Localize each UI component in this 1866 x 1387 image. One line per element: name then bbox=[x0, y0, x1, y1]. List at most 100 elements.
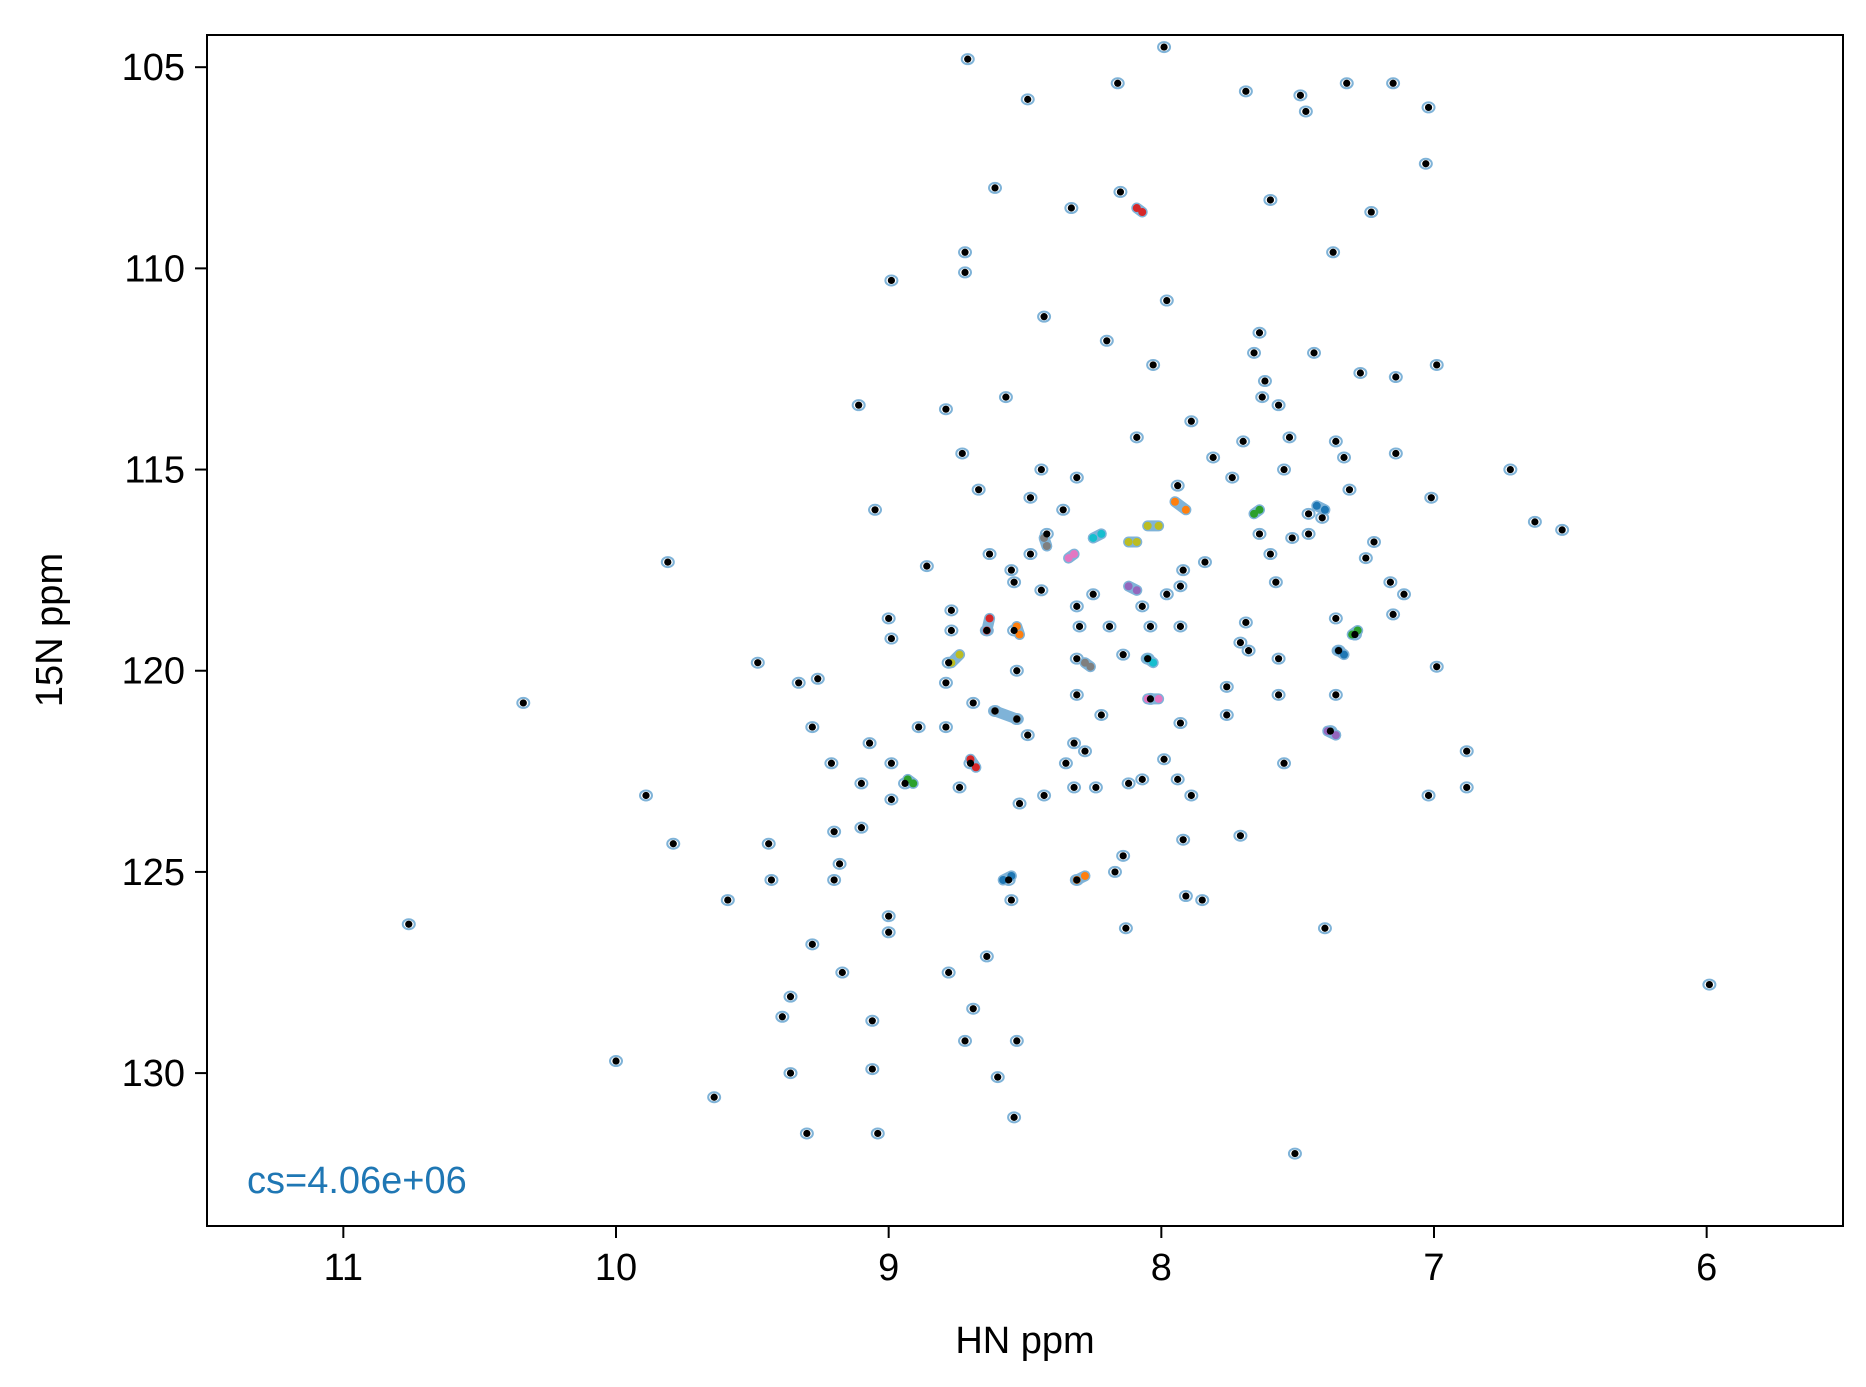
peak-point bbox=[1209, 453, 1217, 462]
peak-point bbox=[1266, 550, 1274, 558]
assigned-peak-point bbox=[1138, 208, 1147, 217]
peak-point bbox=[874, 1129, 882, 1138]
peak-point bbox=[1433, 361, 1441, 369]
peak-contour bbox=[1271, 399, 1286, 412]
peak-point bbox=[887, 759, 895, 767]
peak-point bbox=[868, 1017, 876, 1025]
peak-contour bbox=[1159, 588, 1174, 601]
peak-point bbox=[1040, 313, 1048, 321]
peak-contour bbox=[638, 789, 653, 802]
peak-point bbox=[947, 606, 955, 614]
peak-contour bbox=[1056, 503, 1071, 516]
peak-point bbox=[1302, 107, 1310, 116]
peak-contour bbox=[1058, 757, 1073, 770]
peak-point bbox=[1043, 530, 1051, 538]
peak-point bbox=[1111, 868, 1119, 876]
peak-point bbox=[767, 876, 776, 884]
peak-point bbox=[1081, 747, 1089, 755]
peak-point bbox=[1125, 779, 1133, 787]
peak-contour bbox=[881, 612, 896, 625]
peak-contour bbox=[862, 737, 877, 750]
peak-contour bbox=[1233, 829, 1248, 842]
peak-point bbox=[947, 626, 955, 635]
peak-point bbox=[1558, 526, 1566, 534]
peak-point bbox=[1146, 622, 1155, 631]
assigned-peak-point bbox=[955, 650, 964, 659]
peak-point bbox=[1274, 655, 1283, 663]
peak-contour bbox=[401, 918, 416, 931]
peak-contour bbox=[870, 1127, 885, 1140]
peak-contour bbox=[1342, 483, 1357, 496]
peak-contour bbox=[1397, 588, 1412, 601]
y-tick-label: 125 bbox=[122, 852, 185, 894]
peak-point bbox=[923, 562, 931, 570]
y-tick-label: 110 bbox=[124, 248, 185, 290]
peak-contour bbox=[1328, 612, 1343, 625]
assigned-peak-point bbox=[1015, 630, 1024, 639]
peak-point bbox=[1015, 799, 1024, 808]
peak-point bbox=[814, 675, 822, 683]
peak-contour bbox=[827, 825, 842, 838]
peak-point bbox=[1242, 618, 1250, 627]
peak-point bbox=[1007, 566, 1015, 574]
peak-point bbox=[865, 739, 874, 747]
peak-point bbox=[1285, 433, 1294, 441]
peak-contour bbox=[1459, 745, 1474, 758]
peak-point bbox=[1272, 578, 1280, 586]
peak-contour bbox=[1069, 471, 1084, 484]
peak-contour bbox=[1176, 833, 1191, 846]
peak-contour bbox=[881, 910, 896, 923]
peak-point bbox=[969, 1005, 977, 1013]
assigned-peak-point bbox=[1080, 658, 1089, 667]
peak-point bbox=[1362, 554, 1370, 562]
assigned-peak-point bbox=[1154, 694, 1163, 703]
peak-contour bbox=[1293, 89, 1308, 102]
x-axis-title: HN ppm bbox=[955, 1320, 1094, 1362]
peak-point bbox=[1037, 465, 1045, 474]
peak-contour bbox=[1236, 435, 1251, 448]
peak-contour bbox=[1113, 185, 1128, 198]
peak-point bbox=[983, 626, 991, 635]
peak-point bbox=[1280, 465, 1288, 474]
peak-point bbox=[664, 558, 672, 566]
peak-point bbox=[1242, 87, 1250, 95]
peak-point bbox=[1280, 759, 1288, 767]
peak-contour bbox=[1116, 648, 1131, 661]
peak-contour bbox=[783, 1067, 798, 1080]
peak-contour bbox=[1238, 85, 1253, 98]
peak-contour bbox=[938, 403, 953, 416]
peak-contour bbox=[1170, 773, 1185, 786]
assigned-peak-point bbox=[1143, 521, 1152, 530]
peak-contour bbox=[1271, 652, 1286, 665]
peak-point bbox=[808, 940, 816, 948]
assigned-peak-point bbox=[1312, 501, 1321, 510]
peak-contour bbox=[1157, 41, 1172, 54]
peak-contour bbox=[1099, 334, 1114, 347]
peak-point bbox=[1334, 647, 1343, 655]
peak-point bbox=[1258, 393, 1266, 401]
peak-point bbox=[765, 840, 773, 848]
peak-contour bbox=[941, 966, 956, 979]
peak-contour bbox=[835, 966, 850, 979]
peak-contour bbox=[1129, 431, 1144, 444]
peak-contour bbox=[958, 246, 973, 259]
peak-point bbox=[1392, 449, 1400, 458]
assigned-peak-point bbox=[1089, 533, 1098, 542]
peak-point bbox=[1007, 896, 1015, 904]
peak-point bbox=[887, 276, 895, 285]
peak-point bbox=[612, 1057, 620, 1065]
peak-contour bbox=[1421, 101, 1436, 114]
peak-contour bbox=[1007, 1111, 1022, 1124]
peak-point bbox=[1176, 719, 1185, 727]
peak-contour bbox=[1107, 865, 1122, 878]
peak-contour bbox=[1386, 608, 1401, 621]
peak-contour bbox=[1337, 451, 1352, 464]
peak-contour bbox=[1118, 922, 1133, 935]
peak-point bbox=[1367, 208, 1375, 216]
peak-contour bbox=[938, 676, 953, 689]
assigned-peak-point bbox=[999, 875, 1008, 884]
peak-point bbox=[1160, 755, 1168, 763]
peak-point bbox=[955, 783, 964, 792]
peak-point bbox=[1005, 876, 1013, 884]
